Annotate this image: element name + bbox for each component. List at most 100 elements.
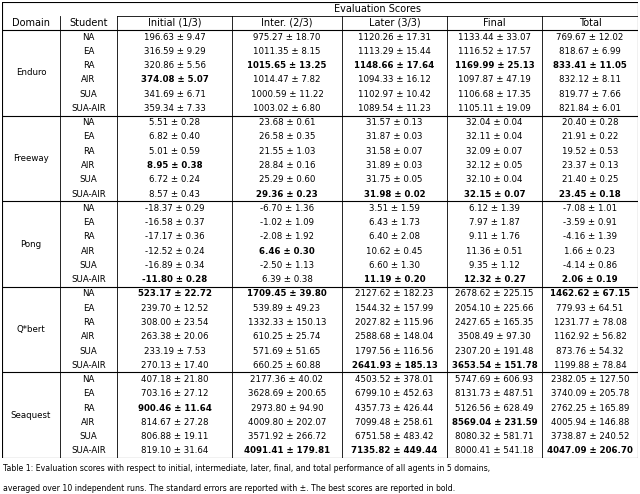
Text: Freeway: Freeway [13,154,49,163]
Text: 8569.04 ± 231.59: 8569.04 ± 231.59 [452,418,538,427]
Text: Seaquest: Seaquest [11,411,51,420]
Text: 32.04 ± 0.04: 32.04 ± 0.04 [467,118,523,127]
Text: 2027.82 ± 115.96: 2027.82 ± 115.96 [355,318,434,327]
Text: 610.25 ± 25.74: 610.25 ± 25.74 [253,332,321,341]
Text: 8080.32 ± 581.71: 8080.32 ± 581.71 [455,432,534,441]
Text: 2382.05 ± 127.50: 2382.05 ± 127.50 [551,375,629,384]
Text: SUA-AIR: SUA-AIR [71,104,106,113]
Text: RA: RA [83,61,94,70]
Text: 900.46 ± 11.64: 900.46 ± 11.64 [138,404,211,412]
Text: 5.01 ± 0.59: 5.01 ± 0.59 [149,147,200,156]
Text: 1015.65 ± 13.25: 1015.65 ± 13.25 [247,61,326,70]
Text: -16.58 ± 0.37: -16.58 ± 0.37 [145,218,204,227]
Text: 10.62 ± 0.45: 10.62 ± 0.45 [366,247,423,255]
Text: 21.91 ± 0.22: 21.91 ± 0.22 [562,132,618,141]
Text: 29.36 ± 0.23: 29.36 ± 0.23 [256,190,318,199]
Text: 814.67 ± 27.28: 814.67 ± 27.28 [141,418,208,427]
Text: -1.02 ± 1.09: -1.02 ± 1.09 [260,218,314,227]
Text: 1169.99 ± 25.13: 1169.99 ± 25.13 [454,61,534,70]
Text: 975.27 ± 18.70: 975.27 ± 18.70 [253,33,321,41]
Text: -7.08 ± 1.01: -7.08 ± 1.01 [563,204,617,213]
Text: 407.18 ± 21.80: 407.18 ± 21.80 [141,375,208,384]
Text: -6.70 ± 1.36: -6.70 ± 1.36 [260,204,314,213]
Text: 3.51 ± 1.59: 3.51 ± 1.59 [369,204,420,213]
Text: Q*bert: Q*bert [17,325,45,334]
Text: 31.58 ± 0.07: 31.58 ± 0.07 [366,147,423,156]
Text: RA: RA [83,404,94,412]
Text: NA: NA [83,33,95,41]
Text: 7.97 ± 1.87: 7.97 ± 1.87 [469,218,520,227]
Text: 31.57 ± 0.13: 31.57 ± 0.13 [366,118,423,127]
Text: 9.11 ± 1.76: 9.11 ± 1.76 [469,232,520,242]
Text: 20.40 ± 0.28: 20.40 ± 0.28 [562,118,618,127]
Text: SUA: SUA [79,175,97,184]
Text: 1162.92 ± 56.82: 1162.92 ± 56.82 [554,332,627,341]
Text: 3740.09 ± 205.78: 3740.09 ± 205.78 [551,389,629,398]
Text: 1113.29 ± 15.44: 1113.29 ± 15.44 [358,47,431,56]
Text: 4357.73 ± 426.44: 4357.73 ± 426.44 [355,404,434,412]
Text: Evaluation Scores: Evaluation Scores [334,4,421,14]
Text: Initial (1/3): Initial (1/3) [148,18,201,28]
Text: 25.29 ± 0.60: 25.29 ± 0.60 [259,175,315,184]
Text: 1797.56 ± 116.56: 1797.56 ± 116.56 [355,346,434,356]
Text: 270.13 ± 17.40: 270.13 ± 17.40 [141,361,208,370]
Text: 6.39 ± 0.38: 6.39 ± 0.38 [262,275,312,284]
Text: SUA: SUA [79,432,97,441]
Text: 3738.87 ± 240.52: 3738.87 ± 240.52 [551,432,629,441]
Text: -3.59 ± 0.91: -3.59 ± 0.91 [563,218,617,227]
Text: 5747.69 ± 606.93: 5747.69 ± 606.93 [456,375,534,384]
Text: 1105.11 ± 19.09: 1105.11 ± 19.09 [458,104,531,113]
Text: -12.52 ± 0.24: -12.52 ± 0.24 [145,247,204,255]
Text: 8.95 ± 0.38: 8.95 ± 0.38 [147,161,202,170]
Text: 320.86 ± 5.56: 320.86 ± 5.56 [143,61,205,70]
Text: 1011.35 ± 8.15: 1011.35 ± 8.15 [253,47,321,56]
Text: 4005.94 ± 146.88: 4005.94 ± 146.88 [551,418,629,427]
Text: 6.72 ± 0.24: 6.72 ± 0.24 [149,175,200,184]
Text: 523.17 ± 22.72: 523.17 ± 22.72 [138,289,211,298]
Text: 316.59 ± 9.29: 316.59 ± 9.29 [144,47,205,56]
Text: Student: Student [69,18,108,28]
Text: Pong: Pong [20,240,42,248]
Text: -16.89 ± 0.34: -16.89 ± 0.34 [145,261,204,270]
Text: 2427.65 ± 165.35: 2427.65 ± 165.35 [455,318,534,327]
Text: 1148.66 ± 17.64: 1148.66 ± 17.64 [355,61,435,70]
Text: AIR: AIR [81,418,96,427]
Text: 1231.77 ± 78.08: 1231.77 ± 78.08 [554,318,627,327]
Text: 2588.68 ± 148.04: 2588.68 ± 148.04 [355,332,434,341]
Text: 3508.49 ± 97.30: 3508.49 ± 97.30 [458,332,531,341]
Text: 1133.44 ± 33.07: 1133.44 ± 33.07 [458,33,531,41]
Text: 32.10 ± 0.04: 32.10 ± 0.04 [467,175,523,184]
Text: Later (3/3): Later (3/3) [369,18,420,28]
Text: 32.15 ± 0.07: 32.15 ± 0.07 [464,190,525,199]
Text: 21.55 ± 1.03: 21.55 ± 1.03 [259,147,316,156]
Text: 1.66 ± 0.23: 1.66 ± 0.23 [564,247,616,255]
Text: EA: EA [83,47,94,56]
Text: 6.46 ± 0.30: 6.46 ± 0.30 [259,247,315,255]
Text: NA: NA [83,375,95,384]
Text: Total: Total [579,18,602,28]
Text: 6751.58 ± 483.42: 6751.58 ± 483.42 [355,432,434,441]
Text: 233.19 ± 7.53: 233.19 ± 7.53 [143,346,205,356]
Text: 1120.26 ± 17.31: 1120.26 ± 17.31 [358,33,431,41]
Text: 32.11 ± 0.04: 32.11 ± 0.04 [467,132,523,141]
Text: 6.12 ± 1.39: 6.12 ± 1.39 [469,204,520,213]
Text: 2641.93 ± 185.13: 2641.93 ± 185.13 [351,361,437,370]
Text: 11.19 ± 0.20: 11.19 ± 0.20 [364,275,426,284]
Text: 1089.54 ± 11.23: 1089.54 ± 11.23 [358,104,431,113]
Text: AIR: AIR [81,332,96,341]
Text: -4.16 ± 1.39: -4.16 ± 1.39 [563,232,617,242]
Text: 11.36 ± 0.51: 11.36 ± 0.51 [467,247,523,255]
Text: 4009.80 ± 202.07: 4009.80 ± 202.07 [248,418,326,427]
Text: 5.51 ± 0.28: 5.51 ± 0.28 [149,118,200,127]
Text: 7135.82 ± 449.44: 7135.82 ± 449.44 [351,447,438,455]
Text: 873.76 ± 54.32: 873.76 ± 54.32 [556,346,624,356]
Text: 3628.69 ± 200.65: 3628.69 ± 200.65 [248,389,326,398]
Text: 308.00 ± 23.54: 308.00 ± 23.54 [141,318,208,327]
Text: -2.08 ± 1.92: -2.08 ± 1.92 [260,232,314,242]
Text: 196.63 ± 9.47: 196.63 ± 9.47 [143,33,205,41]
Text: 4503.52 ± 378.01: 4503.52 ± 378.01 [355,375,434,384]
Text: 769.67 ± 12.02: 769.67 ± 12.02 [556,33,624,41]
Text: 1106.68 ± 17.35: 1106.68 ± 17.35 [458,90,531,99]
Text: 6799.10 ± 452.63: 6799.10 ± 452.63 [355,389,434,398]
Text: AIR: AIR [81,76,96,84]
